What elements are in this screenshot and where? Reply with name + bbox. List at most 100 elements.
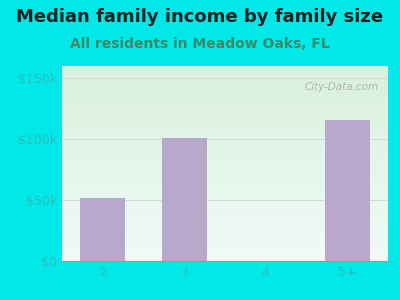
Bar bbox=[62, 118, 388, 120]
Bar bbox=[62, 174, 388, 175]
Bar bbox=[62, 128, 388, 129]
Bar bbox=[62, 236, 388, 237]
Bar bbox=[62, 221, 388, 222]
Bar bbox=[62, 161, 388, 163]
Bar bbox=[62, 143, 388, 144]
Bar bbox=[62, 130, 388, 131]
Bar bbox=[62, 223, 388, 224]
Bar bbox=[62, 230, 388, 231]
Bar bbox=[162, 138, 207, 261]
Bar bbox=[62, 212, 388, 213]
Bar bbox=[62, 146, 388, 147]
Bar bbox=[62, 107, 388, 108]
Bar bbox=[62, 190, 388, 191]
Bar bbox=[62, 131, 388, 132]
Bar bbox=[62, 170, 388, 171]
Bar bbox=[62, 88, 388, 89]
Bar bbox=[62, 187, 388, 188]
Bar bbox=[62, 205, 388, 206]
Bar bbox=[62, 181, 388, 182]
Bar bbox=[62, 98, 388, 99]
Bar bbox=[62, 71, 388, 72]
Bar bbox=[62, 206, 388, 207]
Bar bbox=[62, 249, 388, 250]
Bar bbox=[62, 152, 388, 153]
Bar bbox=[62, 214, 388, 215]
Bar bbox=[62, 258, 388, 259]
Bar bbox=[62, 237, 388, 238]
Bar bbox=[62, 110, 388, 111]
Bar bbox=[62, 137, 388, 138]
Bar bbox=[62, 91, 388, 92]
Bar bbox=[62, 135, 388, 136]
Bar bbox=[62, 194, 388, 195]
Bar bbox=[62, 232, 388, 233]
Bar bbox=[62, 198, 388, 199]
Bar bbox=[62, 260, 388, 261]
Bar bbox=[62, 186, 388, 187]
Bar bbox=[62, 142, 388, 143]
Bar bbox=[62, 251, 388, 252]
Bar bbox=[62, 156, 388, 157]
Bar bbox=[62, 73, 388, 74]
Bar bbox=[62, 118, 388, 119]
Bar bbox=[62, 153, 388, 154]
Bar bbox=[62, 69, 388, 70]
Bar bbox=[62, 228, 388, 229]
Bar bbox=[62, 209, 388, 210]
Bar bbox=[62, 158, 388, 159]
Bar bbox=[62, 256, 388, 257]
Bar bbox=[62, 202, 388, 203]
Bar bbox=[62, 257, 388, 258]
Bar bbox=[62, 151, 388, 152]
Bar bbox=[62, 196, 388, 197]
Bar bbox=[62, 226, 388, 227]
Bar bbox=[62, 108, 388, 109]
Bar bbox=[62, 239, 388, 241]
Bar bbox=[62, 120, 388, 121]
Bar bbox=[62, 252, 388, 253]
Bar bbox=[62, 105, 388, 106]
Bar bbox=[62, 144, 388, 145]
Bar bbox=[62, 211, 388, 212]
Bar bbox=[62, 229, 388, 230]
Bar bbox=[62, 163, 388, 164]
Bar bbox=[62, 68, 388, 69]
Bar bbox=[62, 99, 388, 100]
Bar bbox=[62, 76, 388, 77]
Bar bbox=[62, 192, 388, 193]
Bar bbox=[62, 148, 388, 149]
Bar bbox=[62, 75, 388, 76]
Bar bbox=[62, 82, 388, 83]
Bar bbox=[62, 179, 388, 180]
Bar bbox=[62, 197, 388, 198]
Bar bbox=[62, 235, 388, 236]
Bar bbox=[62, 210, 388, 211]
Bar bbox=[62, 259, 388, 260]
Bar bbox=[62, 133, 388, 134]
Bar bbox=[62, 124, 388, 125]
Bar bbox=[62, 180, 388, 181]
Bar bbox=[62, 103, 388, 104]
Bar bbox=[62, 77, 388, 78]
Bar bbox=[62, 234, 388, 235]
Bar bbox=[62, 134, 388, 135]
Bar bbox=[62, 188, 388, 189]
Bar bbox=[62, 112, 388, 113]
Bar bbox=[62, 83, 388, 85]
Bar bbox=[62, 89, 388, 90]
Bar bbox=[62, 113, 388, 114]
Bar bbox=[62, 167, 388, 168]
Bar bbox=[62, 159, 388, 160]
Bar bbox=[62, 189, 388, 190]
Bar bbox=[62, 191, 388, 192]
Bar bbox=[62, 85, 388, 86]
Bar bbox=[62, 202, 388, 203]
Bar bbox=[62, 220, 388, 221]
Bar bbox=[62, 185, 388, 186]
Bar bbox=[62, 172, 388, 173]
Bar bbox=[62, 166, 388, 167]
Bar bbox=[62, 250, 388, 251]
Bar bbox=[80, 198, 125, 261]
Bar bbox=[62, 149, 388, 150]
